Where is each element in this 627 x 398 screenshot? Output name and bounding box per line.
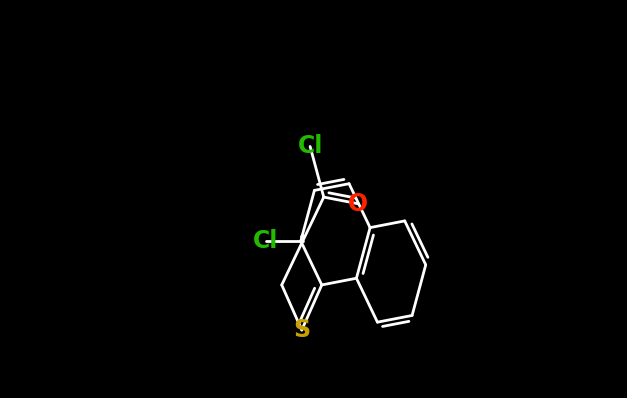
Text: O: O bbox=[349, 192, 369, 216]
Text: Cl: Cl bbox=[297, 135, 323, 158]
Text: Cl: Cl bbox=[253, 229, 278, 253]
Text: S: S bbox=[293, 318, 310, 342]
